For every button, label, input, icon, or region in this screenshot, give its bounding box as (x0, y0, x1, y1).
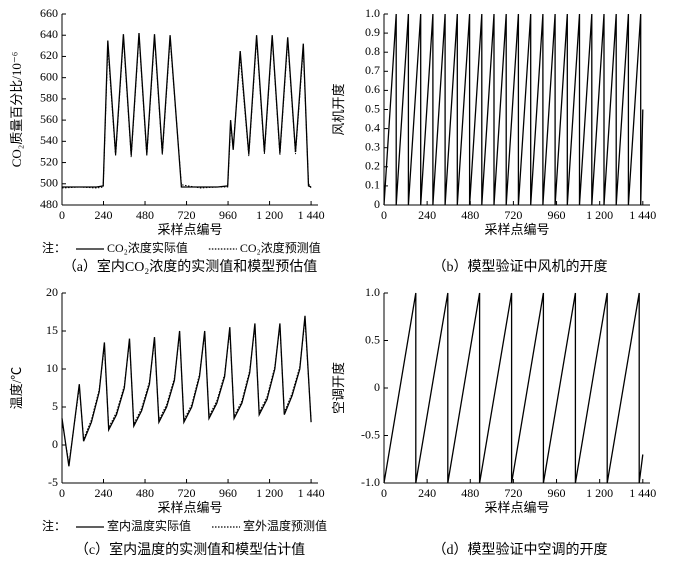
x-tick-label: 1 440 (629, 486, 656, 500)
y-tick-label: 0.2 (365, 159, 380, 173)
y-tick-label: 1.0 (365, 285, 380, 299)
x-tick-label: 480 (461, 208, 479, 222)
data-line (61, 35, 312, 189)
x-tick-label: 1 200 (586, 208, 613, 222)
y-tick-label: 480 (40, 197, 58, 211)
y-tick-label: 0.5 (365, 101, 380, 115)
caption: （b）模型验证中风机的开度 (433, 259, 608, 275)
legend-label: 室外温度预测值 (243, 518, 327, 533)
y-tick-label: 10 (46, 361, 58, 375)
x-tick-label: 960 (219, 486, 237, 500)
y-tick-label: 0.3 (365, 139, 380, 153)
y-tick-label: 5 (52, 399, 58, 413)
x-tick-label: 1 440 (298, 208, 325, 222)
y-tick-label: -1.0 (361, 475, 380, 489)
y-tick-label: 0 (374, 380, 380, 394)
x-tick-label: 1 200 (256, 208, 283, 222)
y-axis-label: CO₂质量百分比/10⁻⁶ (9, 52, 24, 168)
x-tick-label: 720 (178, 486, 196, 500)
x-axis-label: 采样点编号 (157, 500, 222, 515)
x-tick-label: 0 (59, 208, 65, 222)
y-tick-label: 620 (40, 48, 58, 62)
y-tick-label: -5 (48, 475, 58, 489)
x-tick-label: 240 (418, 208, 436, 222)
x-tick-label: 720 (504, 486, 522, 500)
legend-label: CO₂浓度实际值 (107, 240, 188, 255)
y-tick-label: -0.5 (361, 427, 380, 441)
caption: （d）模型验证中空调的开度 (433, 542, 608, 558)
caption: （a）室内CO₂浓度的实测值和模型预估值 (63, 258, 318, 275)
y-tick-label: 20 (46, 285, 58, 299)
legend-label: CO₂浓度预测值 (240, 240, 321, 255)
x-axis-label: 采样点编号 (157, 222, 222, 237)
x-tick-label: 0 (59, 486, 65, 500)
y-tick-label: 580 (40, 91, 58, 105)
x-tick-label: 240 (95, 208, 113, 222)
y-tick-label: 520 (40, 154, 58, 168)
x-tick-label: 0 (381, 208, 387, 222)
x-tick-label: 1 200 (586, 486, 613, 500)
y-tick-label: 540 (40, 133, 58, 147)
y-tick-label: 0.9 (365, 25, 380, 39)
data-line (62, 33, 312, 188)
x-tick-label: 1 440 (629, 208, 656, 222)
x-tick-label: 1 200 (256, 486, 283, 500)
y-tick-label: 0.6 (365, 82, 380, 96)
note-label: 注： (42, 518, 66, 533)
x-tick-label: 480 (461, 486, 479, 500)
data-line (61, 315, 312, 467)
y-tick-label: 15 (46, 323, 58, 337)
x-axis-label: 采样点编号 (484, 222, 549, 237)
x-tick-label: 480 (136, 208, 154, 222)
y-tick-label: 0.4 (365, 120, 380, 134)
data-line (61, 319, 312, 465)
x-tick-label: 0 (381, 486, 387, 500)
x-tick-label: 240 (95, 486, 113, 500)
x-tick-label: 720 (178, 208, 196, 222)
x-tick-label: 1 440 (298, 486, 325, 500)
y-tick-label: 1.0 (365, 6, 380, 20)
y-tick-label: 640 (40, 27, 58, 41)
y-tick-label: 0.8 (365, 44, 380, 58)
data-line (383, 292, 644, 484)
y-tick-label: 500 (40, 176, 58, 190)
y-tick-label: 560 (40, 112, 58, 126)
x-tick-label: 960 (548, 208, 566, 222)
data-line (383, 13, 644, 206)
y-tick-label: 660 (40, 6, 58, 20)
x-tick-label: 960 (548, 486, 566, 500)
x-axis-label: 采样点编号 (484, 500, 549, 515)
x-tick-label: 720 (504, 208, 522, 222)
x-tick-label: 480 (136, 486, 154, 500)
y-tick-label: 0 (52, 437, 58, 451)
note-label: 注： (42, 240, 66, 255)
y-axis-label: 风机开度 (331, 83, 346, 135)
caption: （c）室内温度的实测值和模型估计值 (75, 541, 305, 558)
x-tick-label: 960 (219, 208, 237, 222)
y-axis-label: 温度/℃ (9, 367, 24, 410)
x-tick-label: 240 (418, 486, 436, 500)
y-tick-label: 0 (374, 197, 380, 211)
y-tick-label: 600 (40, 69, 58, 83)
y-tick-label: 0.1 (365, 178, 380, 192)
y-axis-label: 空调开度 (331, 362, 346, 414)
legend-label: 室内温度实际值 (107, 518, 191, 533)
y-tick-label: 0.5 (365, 332, 380, 346)
y-tick-label: 0.7 (365, 63, 380, 77)
